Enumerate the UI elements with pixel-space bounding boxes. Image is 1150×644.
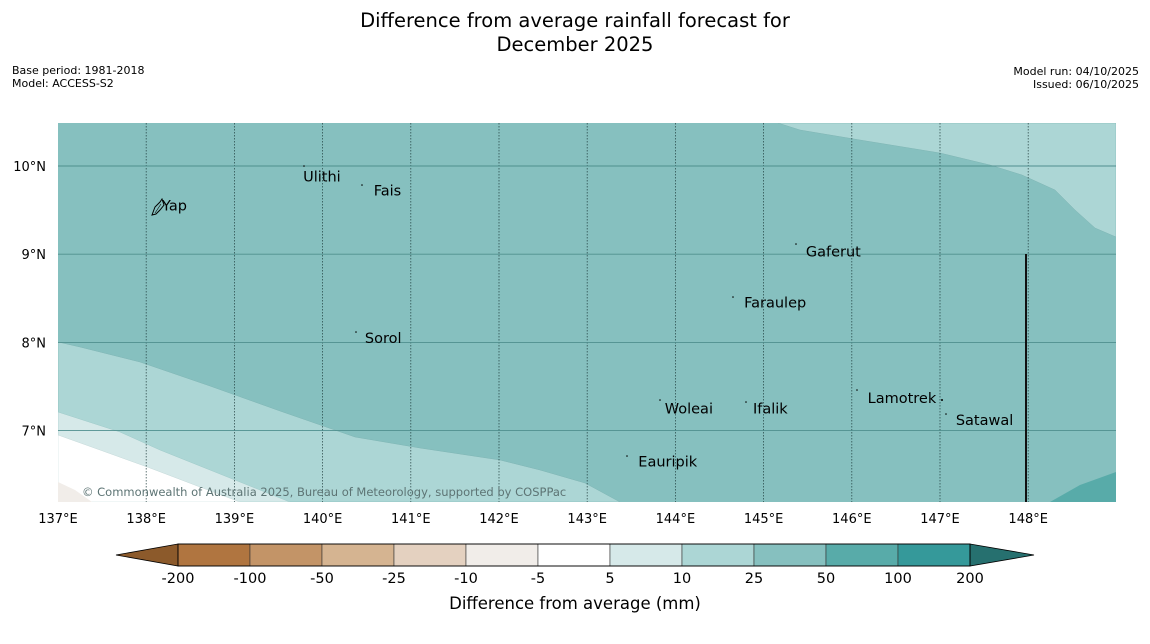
issued-text: Issued: 06/10/2025 xyxy=(1032,77,1139,91)
islet-dot xyxy=(732,296,734,298)
base-period-text: Base period: 1981-2018 xyxy=(12,64,145,77)
islet-dot xyxy=(745,401,747,403)
place-labels: Yap Ulithi Fais Gaferut Faraulep Sorol Lamotre… xyxy=(161,170,1013,471)
meta-left: Base period: 1981-2018 Model: ACCESS-S2 xyxy=(12,64,145,90)
longitude-tick-labels: 137°E 138°E 139°E 140°E 141°E 142°E 143°E 144°E… xyxy=(38,512,1048,527)
colorbar-label: -50 xyxy=(310,571,334,587)
colorbar-box xyxy=(681,543,755,567)
colorbar-label: 50 xyxy=(817,571,835,587)
contour-10-25-northeast xyxy=(777,123,1116,238)
model-text: Model: ACCESS-S2 xyxy=(12,76,114,90)
model-run-text: Model run: 04/10/2025 xyxy=(1013,65,1139,78)
islet-dot xyxy=(355,331,357,333)
lon-tick-label: 142°E xyxy=(479,512,519,527)
lon-tick-label: 141°E xyxy=(391,512,431,527)
islet-dot xyxy=(626,455,628,457)
islet-dot xyxy=(941,399,943,401)
colorbar-label: -25 xyxy=(382,571,406,587)
islet-dot xyxy=(795,243,797,245)
colorbar-label: -200 xyxy=(162,571,195,587)
lat-tick-label: 10°N xyxy=(13,160,46,175)
islet-dot xyxy=(361,184,363,186)
islet-dot xyxy=(945,413,947,415)
islet-dot xyxy=(659,399,661,401)
lon-tick-label: 139°E xyxy=(215,512,255,527)
colorbar-tick-labels: -200 -100 -50 -25 -10 -5 5 10 25 50 100 200 xyxy=(162,571,984,587)
title-line-1: Difference from average rainfall forecas… xyxy=(360,9,790,32)
colorbar-box xyxy=(465,543,539,567)
colorbar-box xyxy=(321,543,395,567)
colorbar-box xyxy=(537,543,611,567)
colorbar-label: -10 xyxy=(454,571,478,587)
lon-tick-label: 140°E xyxy=(303,512,343,527)
colorbar-box xyxy=(249,543,323,567)
colorbar-label: 100 xyxy=(884,571,912,587)
islet-dot xyxy=(856,389,858,391)
lon-tick-label: 146°E xyxy=(832,512,872,527)
colorbar-box xyxy=(753,543,827,567)
colorbar-box xyxy=(825,543,899,567)
lon-tick-label: 145°E xyxy=(744,512,784,527)
chart-title: Difference from average rainfall forecas… xyxy=(0,9,1150,57)
rainfall-contours: Yap Ulithi Fais Gaferut Faraulep Sorol Lamotre… xyxy=(58,123,1116,502)
colorbar-label: 10 xyxy=(673,571,691,587)
lon-tick-label: 137°E xyxy=(38,512,78,527)
colorbar-extension-low xyxy=(115,543,179,567)
colorbar-box xyxy=(609,543,683,567)
colorbar-label: 5 xyxy=(605,571,614,587)
yap-island-detail xyxy=(154,203,162,214)
colorbar-box xyxy=(897,543,971,567)
latitude-gridlines xyxy=(58,165,1116,432)
title-line-2: December 2025 xyxy=(496,33,654,56)
latitude-tick-labels: 10°N 9°N 8°N 7°N xyxy=(13,160,46,440)
place-label: Satawal xyxy=(956,413,1013,429)
colorbar-title: Difference from average (mm) xyxy=(449,594,701,613)
lat-tick-label: 9°N xyxy=(22,248,47,263)
place-label: Fais xyxy=(374,184,401,200)
colorbar-label: -100 xyxy=(234,571,267,587)
place-label: Ulithi xyxy=(303,170,341,186)
colorbar-frame xyxy=(177,543,971,567)
meta-right: Model run: 04/10/2025 Issued: 06/10/2025 xyxy=(1013,65,1139,91)
colorbar-label: -5 xyxy=(531,571,545,587)
colorbar-label: 25 xyxy=(745,571,763,587)
longitude-gridlines xyxy=(145,123,1029,502)
lon-tick-label: 138°E xyxy=(126,512,166,527)
place-label: Gaferut xyxy=(806,245,861,261)
lat-tick-label: 7°N xyxy=(22,425,47,440)
colorbar-label: 200 xyxy=(956,571,984,587)
contour-10-25-southwest xyxy=(58,341,621,502)
lon-tick-label: 148°E xyxy=(1008,512,1048,527)
lon-tick-label: 147°E xyxy=(920,512,960,527)
colorbar xyxy=(115,543,1035,567)
colorbar-box xyxy=(177,543,251,567)
place-label: Eauripik xyxy=(638,454,697,470)
islet-dot xyxy=(303,165,305,167)
place-label: Woleai xyxy=(665,402,713,418)
place-label: Ifalik xyxy=(753,402,788,418)
contour-50-100 xyxy=(1050,472,1116,502)
contour-neutral xyxy=(58,434,241,502)
contour-minus-5-10 xyxy=(58,482,92,502)
copyright-notice: © Commonwealth of Australia 2025, Bureau… xyxy=(82,485,566,499)
colorbar-extension-high xyxy=(969,543,1035,567)
lon-tick-label: 144°E xyxy=(656,512,696,527)
lon-tick-label: 143°E xyxy=(567,512,607,527)
colorbar-box xyxy=(393,543,467,567)
place-label: Sorol xyxy=(365,331,402,347)
lat-tick-label: 8°N xyxy=(22,336,47,351)
place-label: Faraulep xyxy=(744,296,806,312)
place-label: Lamotrek xyxy=(868,391,937,407)
place-label: Yap xyxy=(161,199,187,215)
yap-island-shape xyxy=(151,197,165,216)
